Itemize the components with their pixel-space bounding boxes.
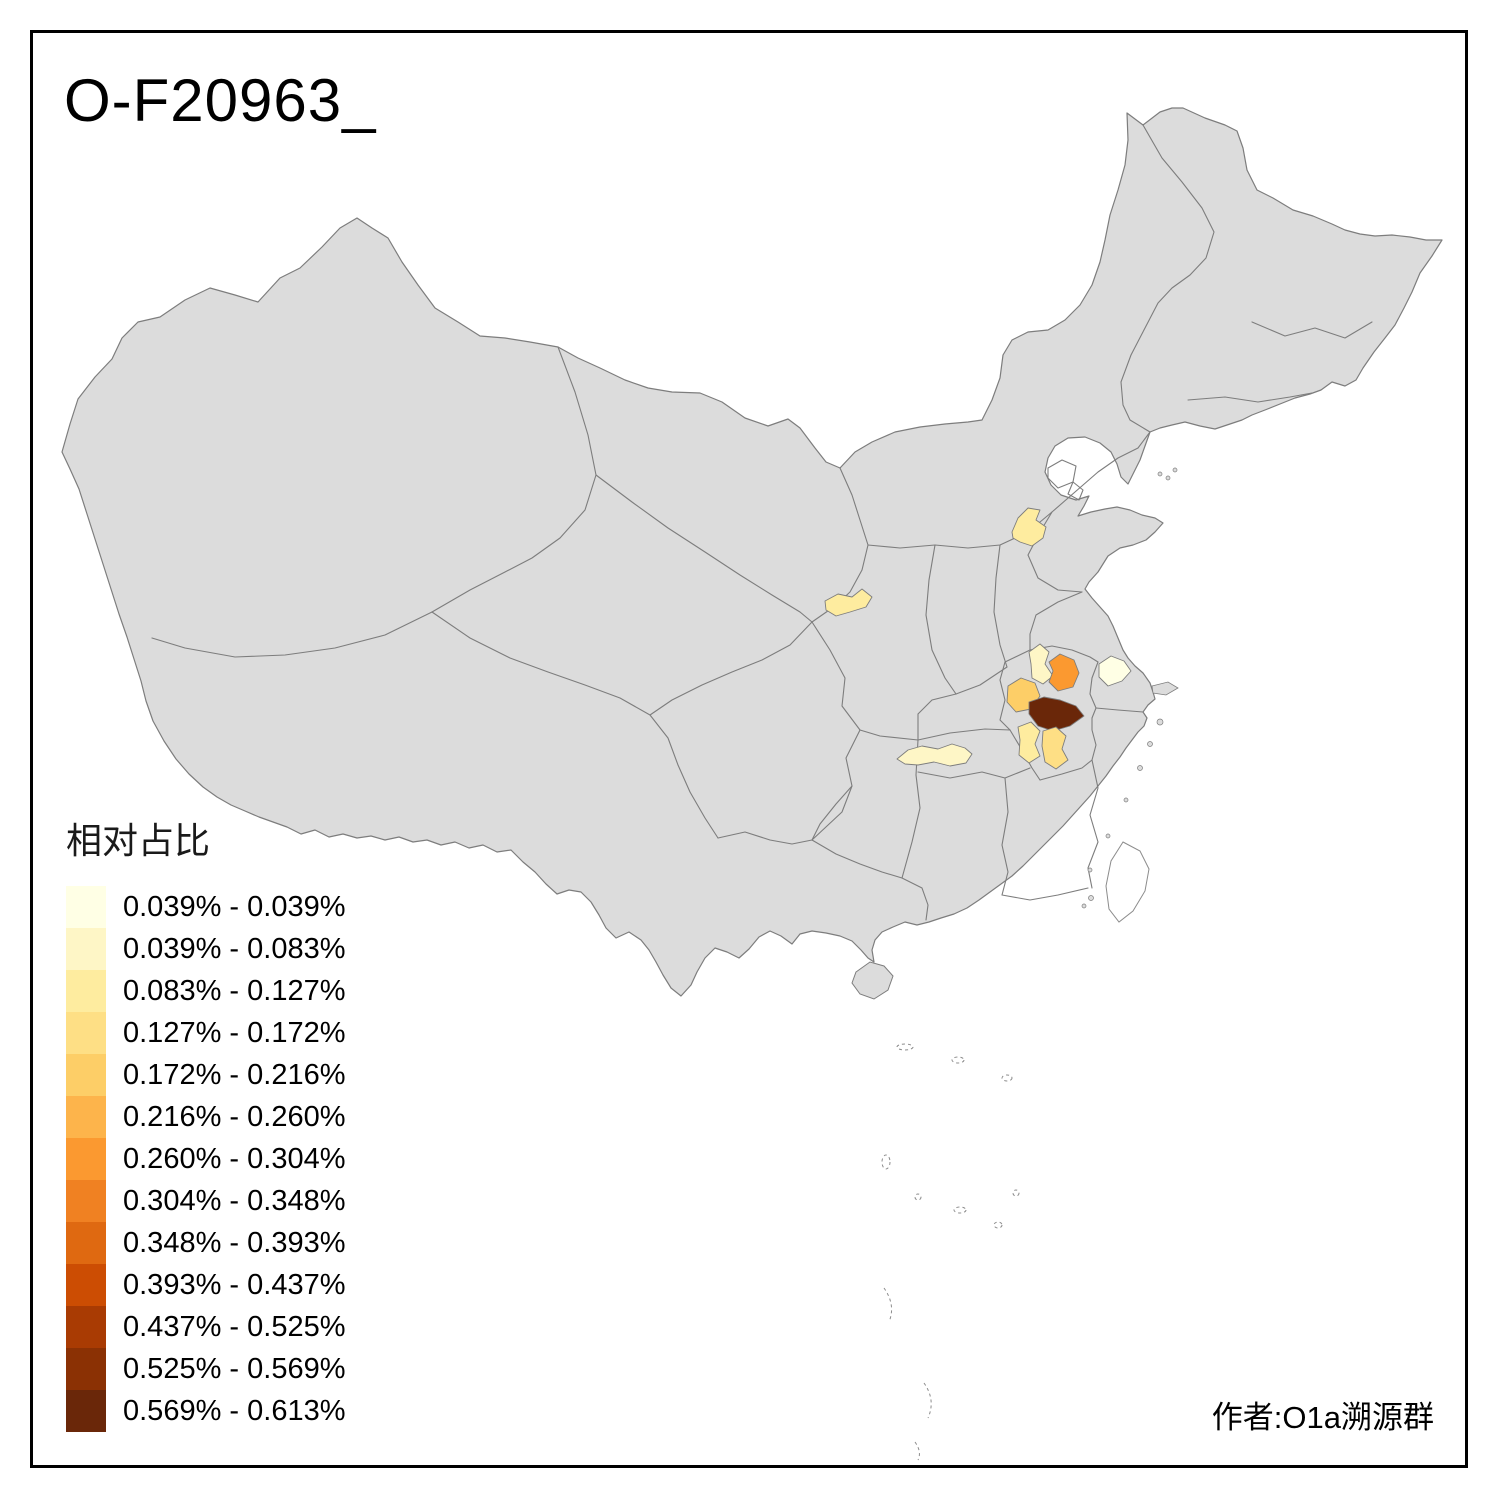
legend-row: 0.393% - 0.437% — [66, 1264, 345, 1306]
legend-label: 0.039% - 0.039% — [123, 890, 346, 923]
highlight-central-anhui — [1028, 696, 1085, 732]
legend-swatch — [66, 1054, 106, 1096]
south-china-sea-islands — [881, 1043, 1020, 1461]
legend-row: 0.260% - 0.304% — [66, 1138, 345, 1180]
highlight-xian-area — [824, 588, 873, 617]
legend-label: 0.304% - 0.348% — [123, 1184, 346, 1217]
taiwan-island — [1105, 841, 1150, 923]
highlight-west-central-anhui — [1017, 721, 1041, 764]
legend-swatch — [66, 970, 106, 1012]
highlight-south-jiangsu — [1098, 655, 1132, 687]
coastal-islets — [1081, 467, 1178, 909]
legend-label: 0.083% - 0.127% — [123, 974, 346, 1007]
legend-swatch — [66, 1306, 106, 1348]
legend-row: 0.348% - 0.393% — [66, 1222, 345, 1264]
legend-swatch — [66, 1180, 106, 1222]
legend: 相对占比 0.039% - 0.039% 0.039% - 0.083% 0.0… — [66, 812, 345, 1432]
legend-row: 0.172% - 0.216% — [66, 1054, 345, 1096]
legend-label: 0.039% - 0.083% — [123, 932, 346, 965]
legend-row: 0.525% - 0.569% — [66, 1348, 345, 1390]
legend-rows: 0.039% - 0.039% 0.039% - 0.083% 0.083% -… — [66, 886, 345, 1432]
legend-swatch — [66, 1138, 106, 1180]
legend-label: 0.172% - 0.216% — [123, 1058, 346, 1091]
legend-row: 0.083% - 0.127% — [66, 970, 345, 1012]
legend-swatch — [66, 1096, 106, 1138]
china-mainland — [61, 107, 1443, 997]
legend-row: 0.039% - 0.083% — [66, 928, 345, 970]
legend-row: 0.216% - 0.260% — [66, 1096, 345, 1138]
legend-label: 0.393% - 0.437% — [123, 1268, 346, 1301]
highlight-northwest-hubei — [896, 743, 973, 767]
legend-label: 0.127% - 0.172% — [123, 1016, 346, 1049]
legend-title: 相对占比 — [66, 820, 211, 861]
legend-row: 0.569% - 0.613% — [66, 1390, 345, 1432]
chongming-island — [1151, 681, 1179, 696]
legend-label: 0.525% - 0.569% — [123, 1352, 346, 1385]
legend-swatch — [66, 1012, 106, 1054]
legend-swatch — [66, 1348, 106, 1390]
legend-row: 0.039% - 0.039% — [66, 886, 345, 928]
legend-row: 0.127% - 0.172% — [66, 1012, 345, 1054]
highlight-northeast-anhui — [1048, 653, 1080, 692]
legend-row: 0.304% - 0.348% — [66, 1180, 345, 1222]
highlighted-regions — [824, 507, 1132, 770]
legend-label: 0.216% - 0.260% — [123, 1100, 346, 1133]
legend-swatch — [66, 1222, 106, 1264]
attribution-text: 作者:O1a溯源群 — [1211, 1400, 1434, 1435]
province-borders — [151, 124, 1373, 921]
hainan-island — [851, 961, 894, 1000]
legend-swatch — [66, 928, 106, 970]
legend-label: 0.437% - 0.525% — [123, 1310, 346, 1343]
legend-label: 0.569% - 0.613% — [123, 1394, 346, 1427]
legend-label: 0.348% - 0.393% — [123, 1226, 346, 1259]
page-title: O-F20963_ — [64, 67, 377, 134]
highlight-jinan-area — [1011, 507, 1047, 547]
legend-swatch — [66, 1264, 106, 1306]
legend-row: 0.437% - 0.525% — [66, 1306, 345, 1348]
legend-label: 0.260% - 0.304% — [123, 1142, 346, 1175]
highlight-southwest-anhui — [1041, 726, 1069, 770]
legend-swatch — [66, 1390, 106, 1432]
legend-swatch — [66, 886, 106, 928]
